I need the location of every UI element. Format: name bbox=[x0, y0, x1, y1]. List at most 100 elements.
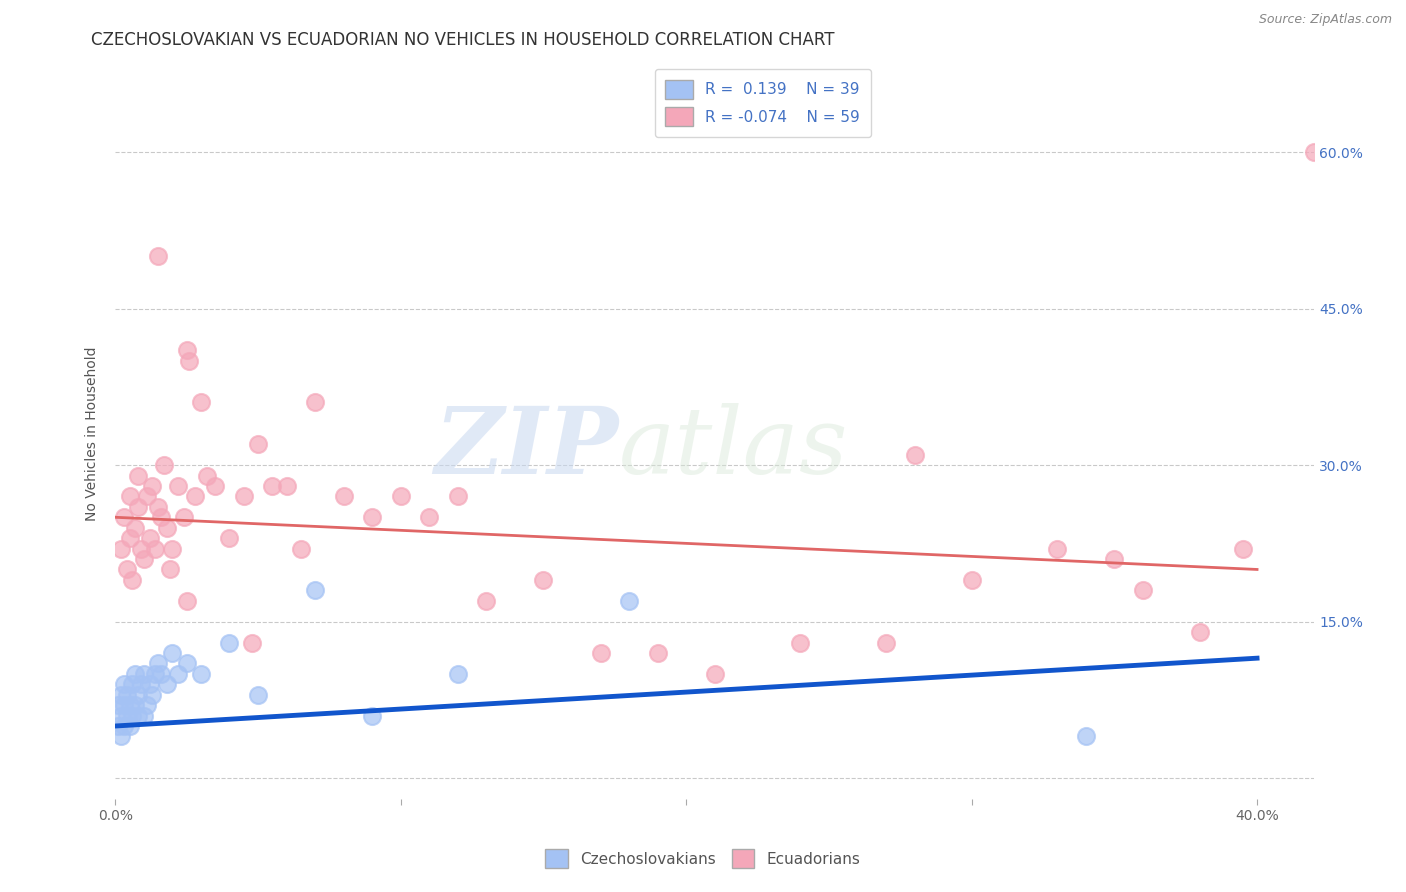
Point bbox=[533, 573, 555, 587]
Point bbox=[332, 490, 354, 504]
Point bbox=[447, 666, 470, 681]
Point bbox=[110, 541, 132, 556]
Point bbox=[240, 635, 263, 649]
Point bbox=[447, 490, 470, 504]
Point bbox=[141, 688, 163, 702]
Legend: Czechoslovakians, Ecuadorians: Czechoslovakians, Ecuadorians bbox=[537, 841, 869, 875]
Point bbox=[1046, 541, 1069, 556]
Point bbox=[703, 666, 725, 681]
Point bbox=[118, 490, 141, 504]
Point bbox=[232, 490, 254, 504]
Point bbox=[647, 646, 669, 660]
Point bbox=[112, 698, 135, 713]
Point bbox=[124, 521, 146, 535]
Point bbox=[156, 677, 179, 691]
Point bbox=[167, 479, 190, 493]
Point bbox=[179, 353, 201, 368]
Point bbox=[184, 490, 207, 504]
Point bbox=[138, 677, 160, 691]
Point bbox=[118, 719, 141, 733]
Point bbox=[149, 510, 172, 524]
Point bbox=[156, 521, 179, 535]
Point bbox=[146, 249, 169, 263]
Point bbox=[121, 677, 143, 691]
Point bbox=[389, 490, 412, 504]
Point bbox=[176, 657, 198, 671]
Point bbox=[124, 666, 146, 681]
Point bbox=[173, 510, 195, 524]
Point bbox=[118, 531, 141, 545]
Point bbox=[127, 708, 149, 723]
Point bbox=[162, 646, 184, 660]
Point bbox=[361, 510, 384, 524]
Point bbox=[152, 458, 174, 472]
Point bbox=[121, 708, 143, 723]
Point bbox=[110, 708, 132, 723]
Point bbox=[132, 666, 155, 681]
Point bbox=[107, 719, 129, 733]
Point bbox=[129, 677, 152, 691]
Legend: R =  0.139    N = 39, R = -0.074    N = 59: R = 0.139 N = 39, R = -0.074 N = 59 bbox=[655, 69, 870, 137]
Point bbox=[143, 541, 166, 556]
Point bbox=[418, 510, 440, 524]
Point bbox=[617, 594, 640, 608]
Point bbox=[204, 479, 226, 493]
Point bbox=[262, 479, 284, 493]
Point bbox=[146, 500, 169, 514]
Point bbox=[1104, 552, 1126, 566]
Point bbox=[361, 708, 384, 723]
Point bbox=[1232, 541, 1254, 556]
Point bbox=[159, 562, 181, 576]
Point bbox=[135, 490, 157, 504]
Point bbox=[149, 666, 172, 681]
Point bbox=[141, 479, 163, 493]
Point bbox=[789, 635, 811, 649]
Point bbox=[290, 541, 312, 556]
Point bbox=[304, 395, 326, 409]
Point bbox=[124, 698, 146, 713]
Point bbox=[218, 531, 240, 545]
Point bbox=[475, 594, 498, 608]
Point bbox=[115, 708, 138, 723]
Point bbox=[115, 688, 138, 702]
Point bbox=[127, 688, 149, 702]
Point bbox=[1132, 583, 1154, 598]
Point bbox=[110, 688, 132, 702]
Point bbox=[1074, 730, 1097, 744]
Point bbox=[135, 698, 157, 713]
Point bbox=[246, 688, 269, 702]
Point bbox=[110, 730, 132, 744]
Point bbox=[190, 666, 212, 681]
Point bbox=[129, 541, 152, 556]
Point bbox=[875, 635, 897, 649]
Point bbox=[146, 657, 169, 671]
Point bbox=[304, 583, 326, 598]
Point bbox=[246, 437, 269, 451]
Point bbox=[112, 719, 135, 733]
Point bbox=[132, 708, 155, 723]
Text: CZECHOSLOVAKIAN VS ECUADORIAN NO VEHICLES IN HOUSEHOLD CORRELATION CHART: CZECHOSLOVAKIAN VS ECUADORIAN NO VEHICLE… bbox=[91, 31, 835, 49]
Point bbox=[107, 698, 129, 713]
Point bbox=[112, 677, 135, 691]
Text: ZIP: ZIP bbox=[434, 403, 619, 493]
Y-axis label: No Vehicles in Household: No Vehicles in Household bbox=[86, 346, 100, 521]
Point bbox=[190, 395, 212, 409]
Point bbox=[218, 635, 240, 649]
Point bbox=[195, 468, 218, 483]
Point bbox=[132, 552, 155, 566]
Point bbox=[903, 448, 925, 462]
Point bbox=[276, 479, 298, 493]
Point bbox=[121, 573, 143, 587]
Point bbox=[1188, 625, 1211, 640]
Point bbox=[162, 541, 184, 556]
Point bbox=[960, 573, 983, 587]
Point bbox=[589, 646, 612, 660]
Text: atlas: atlas bbox=[619, 403, 848, 493]
Point bbox=[176, 343, 198, 358]
Point bbox=[127, 500, 149, 514]
Point bbox=[167, 666, 190, 681]
Point bbox=[1303, 145, 1326, 159]
Point bbox=[112, 510, 135, 524]
Point bbox=[176, 594, 198, 608]
Text: Source: ZipAtlas.com: Source: ZipAtlas.com bbox=[1258, 13, 1392, 27]
